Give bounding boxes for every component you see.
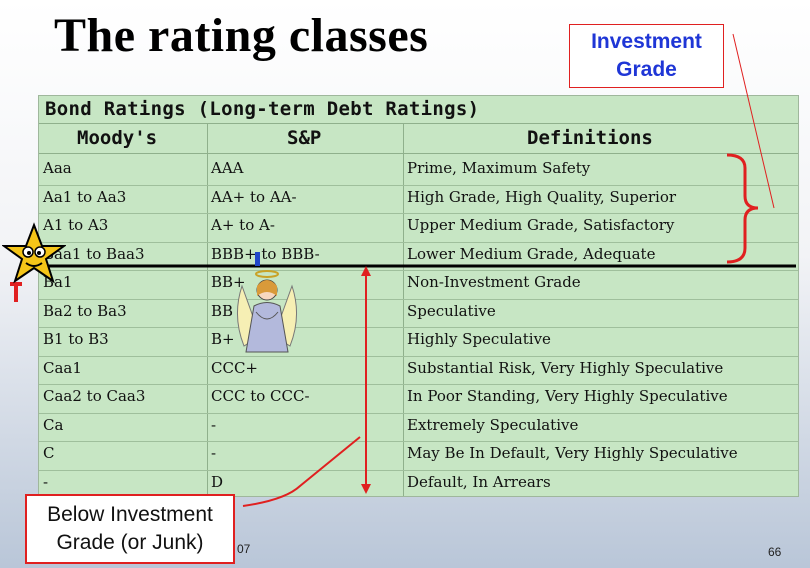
table-row: Ba1 BB+ Non-Investment Grade xyxy=(39,270,798,299)
table-row: Ba2 to Ba3 BB Speculative xyxy=(39,298,798,328)
cell-moodys: B1 to B3 xyxy=(43,330,109,348)
cell-moodys: - xyxy=(43,472,49,491)
below-callout-line1: Below Investment xyxy=(47,503,213,526)
cell-sp: D xyxy=(211,472,224,491)
table-title: Bond Ratings (Long-term Debt Ratings) xyxy=(45,98,480,120)
cell-sp: AAA xyxy=(211,159,244,177)
cell-moodys: Aaa xyxy=(43,159,72,177)
page-number: 66 xyxy=(768,545,782,559)
footer-fragment: 07 xyxy=(237,542,251,556)
cell-sp: - xyxy=(211,444,217,462)
table-row: C - May Be In Default, Very Highly Specula… xyxy=(39,441,798,470)
cell-sp: CCC to CCC- xyxy=(211,387,310,405)
table-row: Ca - Extremely Speculative xyxy=(39,412,798,442)
cell-moodys: Caa1 xyxy=(43,358,82,377)
cell-definition: Upper Medium Grade, Satisfactory xyxy=(407,216,675,234)
cell-definition: May Be In Default, Very Highly Speculati… xyxy=(407,444,738,462)
cell-definition: Prime, Maximum Safety xyxy=(407,159,591,177)
cell-definition: Default, In Arrears xyxy=(407,472,551,491)
cell-definition: Non-Investment Grade xyxy=(407,273,581,291)
cell-sp: B+ xyxy=(211,330,235,348)
angel-illustration-icon xyxy=(237,270,297,353)
cell-definition: Lower Medium Grade, Adequate xyxy=(407,244,656,263)
below-investment-grade-callout: Below Investment Grade (or Junk) xyxy=(25,494,235,564)
cell-definition: In Poor Standing, Very Highly Speculativ… xyxy=(407,387,728,405)
cell-definition: Extremely Speculative xyxy=(407,415,579,434)
investment-grade-callout-line1: Investment xyxy=(591,30,702,53)
investment-grade-callout-line2: Grade xyxy=(616,58,677,81)
cell-moodys: C xyxy=(43,444,55,462)
table-row: B1 to B3 B+ Highly Speculative xyxy=(39,327,798,356)
cell-moodys: A1 to A3 xyxy=(43,216,109,234)
cell-sp: BBB+ to BBB- xyxy=(211,244,320,263)
cell-sp: - xyxy=(211,415,217,434)
cell-sp: AA+ to AA- xyxy=(211,187,297,206)
below-callout-line2: Grade (or Junk) xyxy=(56,531,204,554)
table-row: Baa1 to Baa3 BBB+ to BBB- Lower Medium Gra… xyxy=(39,241,798,271)
cell-moodys: Caa2 to Caa3 xyxy=(43,387,146,405)
header-moodys: Moody's xyxy=(77,127,158,149)
bond-ratings-table: Bond Ratings (Long-term Debt Ratings) Mo… xyxy=(38,95,799,497)
investment-grade-callout: Investment Grade xyxy=(569,24,724,88)
table-row: - D Default, In Arrears xyxy=(39,469,798,499)
cell-sp: CCC+ xyxy=(211,358,258,377)
table-row: Caa1 CCC+ Substantial Risk, Very Highly Sp… xyxy=(39,355,798,385)
cell-definition: High Grade, High Quality, Superior xyxy=(407,187,677,206)
cell-moodys: Baa1 to Baa3 xyxy=(43,244,145,263)
cell-sp: BB+ xyxy=(211,273,246,291)
cell-definition: Substantial Risk, Very Highly Speculativ… xyxy=(407,358,724,377)
cell-definition: Speculative xyxy=(407,301,496,320)
table-row: Caa2 to Caa3 CCC to CCC- In Poor Standing,… xyxy=(39,384,798,413)
table-row: Aaa AAA Prime, Maximum Safety xyxy=(39,156,798,185)
star-mascot-icon xyxy=(2,222,66,284)
cell-sp: A+ to A- xyxy=(211,216,275,234)
table-row: Aa1 to Aa3 AA+ to AA- High Grade, High Qua… xyxy=(39,184,798,214)
header-definitions: Definitions xyxy=(527,127,653,149)
header-sp: S&P xyxy=(287,127,322,149)
cell-moodys: Ba2 to Ba3 xyxy=(43,301,127,320)
cell-moodys: Ca xyxy=(43,415,64,434)
cell-moodys: Aa1 to Aa3 xyxy=(43,187,127,206)
cell-sp: BB xyxy=(211,301,234,320)
cell-definition: Highly Speculative xyxy=(407,330,551,348)
table-row: A1 to A3 A+ to A- Upper Medium Grade, Sati… xyxy=(39,213,798,242)
slide-title: The rating classes xyxy=(54,9,429,62)
